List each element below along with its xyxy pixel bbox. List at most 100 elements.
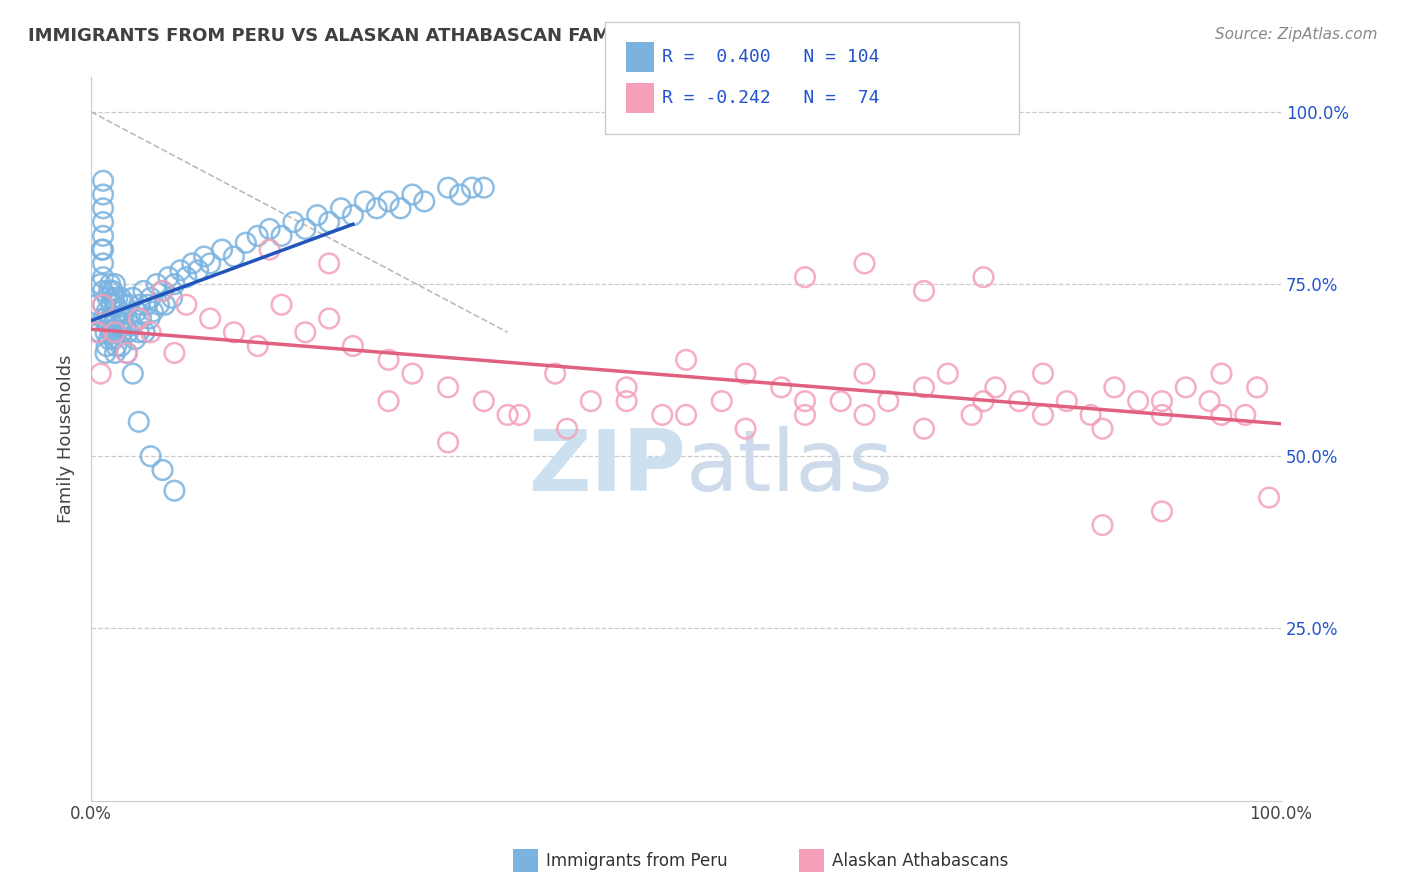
Point [794,408,817,422]
Point [960,408,983,422]
Point [105,291,128,305]
Point [437,435,460,450]
Point [124,332,146,346]
Point [413,194,436,209]
Text: R = -0.242   N =  74: R = -0.242 N = 74 [662,89,880,107]
Point [710,394,733,409]
Point [401,187,423,202]
Point [118,298,141,312]
Text: Alaskan Athabascans: Alaskan Athabascans [832,852,1008,870]
Point [1150,504,1173,518]
Point [472,180,495,194]
Point [283,215,305,229]
Point [1032,408,1054,422]
Point [115,346,138,360]
Point [318,256,340,270]
Point [544,367,567,381]
Point [770,380,793,394]
Point [235,235,257,250]
Point [101,318,124,333]
Point [104,311,127,326]
Point [342,208,364,222]
Point [91,202,114,216]
Point [104,277,127,291]
Point [984,380,1007,394]
Point [830,394,852,409]
Point [91,174,114,188]
Point [128,326,150,340]
Point [142,304,165,318]
Point [90,243,112,257]
Point [90,277,112,291]
Y-axis label: Family Households: Family Households [58,355,75,524]
Point [96,304,118,318]
Point [318,215,340,229]
Point [139,326,162,340]
Point [103,332,125,346]
Point [651,408,673,422]
Point [103,291,125,305]
Point [377,352,399,367]
Point [98,277,121,291]
Point [259,243,281,257]
Point [1008,394,1031,409]
Point [912,422,935,436]
Point [675,408,697,422]
Point [1234,408,1257,422]
Text: IMMIGRANTS FROM PERU VS ALASKAN ATHABASCAN FAMILY HOUSEHOLDS CORRELATION CHART: IMMIGRANTS FROM PERU VS ALASKAN ATHABASC… [28,27,1005,45]
Point [117,326,139,340]
Point [121,367,143,381]
Point [1080,408,1102,422]
Point [91,187,114,202]
Text: R =  0.400   N = 104: R = 0.400 N = 104 [662,48,880,66]
Point [128,311,150,326]
Point [91,311,114,326]
Point [616,394,638,409]
Point [104,346,127,360]
Point [86,298,108,312]
Point [104,326,127,340]
Point [129,298,152,312]
Point [104,326,127,340]
Point [1211,408,1233,422]
Point [198,311,221,326]
Point [472,394,495,409]
Text: atlas: atlas [686,426,894,509]
Point [169,263,191,277]
Point [853,367,876,381]
Point [129,311,152,326]
Point [136,298,159,312]
Point [246,339,269,353]
Point [496,408,519,422]
Point [115,346,138,360]
Point [114,298,136,312]
Point [1211,367,1233,381]
Point [973,394,995,409]
Point [1091,518,1114,533]
Point [794,394,817,409]
Point [98,284,121,298]
Point [1174,380,1197,394]
Point [163,346,186,360]
Point [157,270,180,285]
Point [1128,394,1150,409]
Point [89,326,111,340]
Point [91,228,114,243]
Text: Immigrants from Peru: Immigrants from Peru [546,852,727,870]
Point [105,339,128,353]
Point [877,394,900,409]
Point [508,408,530,422]
Point [270,228,292,243]
Point [96,339,118,353]
Point [110,291,132,305]
Point [98,311,121,326]
Point [377,194,399,209]
Point [100,326,122,340]
Point [912,284,935,298]
Point [794,270,817,285]
Point [108,304,131,318]
Point [148,298,170,312]
Point [353,194,375,209]
Point [91,270,114,285]
Point [152,463,174,477]
